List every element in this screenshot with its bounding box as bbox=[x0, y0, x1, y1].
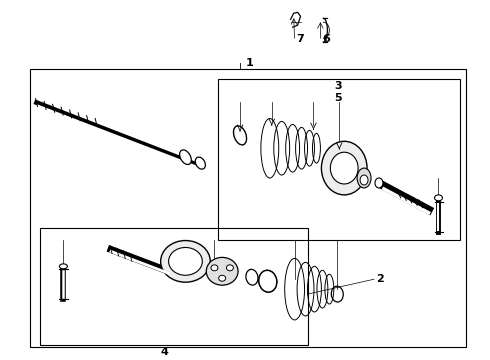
Ellipse shape bbox=[360, 175, 368, 185]
Text: 1: 1 bbox=[246, 58, 254, 68]
Ellipse shape bbox=[226, 265, 233, 271]
Ellipse shape bbox=[357, 168, 371, 188]
Text: 5: 5 bbox=[334, 93, 342, 103]
Ellipse shape bbox=[321, 141, 367, 195]
Ellipse shape bbox=[219, 275, 226, 281]
Ellipse shape bbox=[259, 270, 277, 292]
Text: 3: 3 bbox=[334, 81, 342, 91]
Ellipse shape bbox=[59, 264, 68, 269]
Text: 6: 6 bbox=[322, 34, 330, 44]
Ellipse shape bbox=[161, 240, 210, 282]
Ellipse shape bbox=[169, 247, 202, 275]
Text: 2: 2 bbox=[376, 274, 384, 284]
Ellipse shape bbox=[375, 178, 383, 188]
Bar bbox=[30, 69, 466, 347]
Bar bbox=[218, 79, 460, 239]
Ellipse shape bbox=[196, 157, 205, 169]
Bar bbox=[40, 228, 308, 345]
Ellipse shape bbox=[211, 265, 218, 271]
Ellipse shape bbox=[206, 257, 238, 285]
Ellipse shape bbox=[180, 150, 191, 165]
Text: 7: 7 bbox=[296, 34, 304, 44]
Ellipse shape bbox=[330, 152, 358, 184]
Ellipse shape bbox=[435, 195, 442, 201]
Text: 4: 4 bbox=[161, 347, 169, 357]
